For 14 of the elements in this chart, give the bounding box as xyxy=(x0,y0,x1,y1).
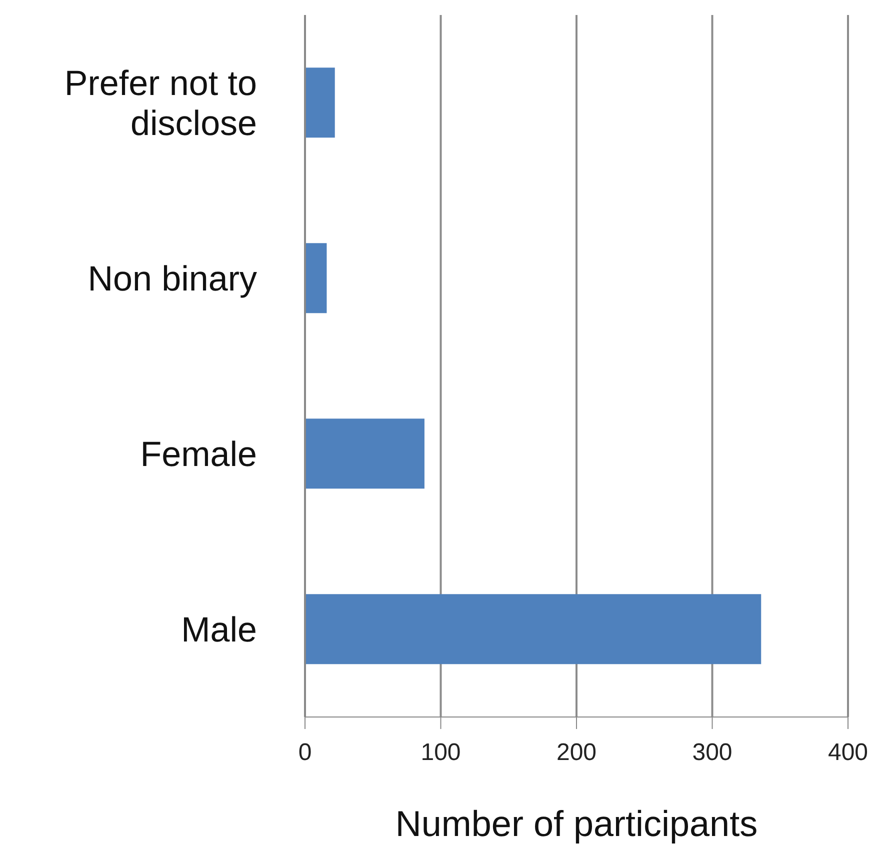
y-tick-label: Female xyxy=(140,434,257,474)
bar xyxy=(305,243,327,314)
y-tick-label: Non binary xyxy=(88,258,258,298)
y-tick-label: Male xyxy=(181,610,257,649)
x-tick-label: 300 xyxy=(692,739,732,766)
y-tick-label: Prefer not to disclose xyxy=(64,63,257,142)
x-tick-label: 200 xyxy=(556,739,597,766)
bar xyxy=(305,418,424,489)
x-tick-label: 400 xyxy=(828,739,868,766)
x-tick-label: 0 xyxy=(298,739,312,766)
bar xyxy=(305,594,762,664)
bar xyxy=(305,68,335,138)
x-tick-label: 100 xyxy=(420,739,461,766)
x-axis-title: Number of participants xyxy=(395,803,758,844)
